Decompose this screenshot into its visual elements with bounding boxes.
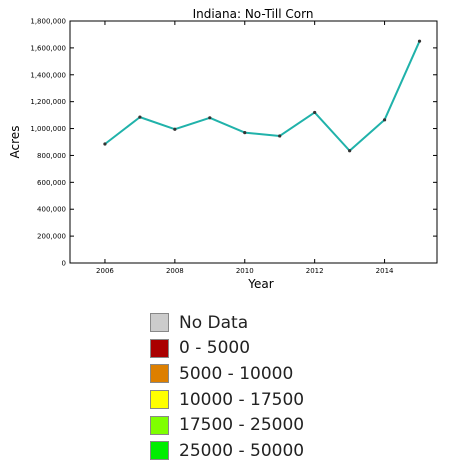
data-point: [417, 39, 422, 43]
data-point: [173, 127, 177, 131]
y-tick-label: 800,000: [37, 152, 66, 160]
y-tick-label: 1,600,000: [30, 44, 66, 52]
legend-swatch: [150, 338, 169, 358]
y-tick-label: 1,200,000: [30, 98, 66, 106]
legend-item-17500-25000: 17500 - 25000: [150, 412, 304, 438]
data-point: [382, 118, 387, 122]
legend-item-no-data: No Data: [150, 310, 304, 336]
y-tick-label: 1,000,000: [30, 125, 66, 133]
data-point: [278, 134, 282, 138]
data-point: [138, 115, 142, 119]
legend-item-5000-10000: 5000 - 10000: [150, 361, 304, 387]
data-point: [103, 142, 107, 146]
x-tick-label: 2014: [376, 267, 394, 275]
legend-label: 0 - 5000: [179, 338, 251, 359]
legend-swatch: [150, 313, 169, 333]
legend-label: 25000 - 50000: [179, 440, 305, 461]
legend-item-25000-50000: 25000 - 50000: [150, 438, 304, 464]
x-tick-label: 2012: [306, 267, 324, 275]
legend-swatch: [150, 415, 169, 435]
y-tick-label: 1,400,000: [30, 71, 66, 79]
legend-label: 10000 - 17500: [179, 389, 305, 410]
x-tick-label: 2006: [96, 267, 114, 275]
data-point: [208, 116, 212, 120]
legend-label: 17500 - 25000: [179, 415, 305, 436]
data-point: [348, 149, 352, 153]
y-tick-label: 400,000: [37, 206, 66, 214]
line-chart: Indiana: No-Till Corn 2006 2008 2010 2012 20…: [8, 7, 438, 291]
legend-item-0-5000: 0 - 5000: [150, 336, 304, 362]
series-layer: [103, 39, 422, 153]
plot-area: [69, 20, 438, 264]
y-axis: 0 200,000 400,000 600,000 800,000 1,000,000 1,…: [30, 18, 437, 268]
y-axis-label: Acres: [8, 126, 22, 159]
legend-label: 5000 - 10000: [179, 363, 294, 384]
legend-swatch: [150, 364, 169, 384]
y-tick-label: 600,000: [37, 179, 66, 187]
x-axis: 2006 2008 2010 2012 2014: [96, 21, 394, 275]
x-tick-label: 2010: [236, 267, 254, 275]
y-tick-label: 0: [62, 260, 66, 268]
x-tick-label: 2008: [166, 267, 184, 275]
chart-title: Indiana: No-Till Corn: [193, 7, 314, 21]
legend-label: No Data: [179, 312, 249, 333]
legend-swatch: [150, 441, 169, 461]
y-tick-label: 200,000: [37, 233, 66, 241]
series-line: [104, 40, 421, 152]
legend: No Data 0 - 5000 5000 - 10000 10000 - 17…: [150, 310, 304, 464]
data-point: [243, 130, 247, 135]
legend-item-10000-17500: 10000 - 17500: [150, 387, 304, 413]
legend-swatch: [150, 390, 169, 410]
x-axis-label: Year: [247, 277, 273, 291]
data-point: [313, 110, 317, 115]
y-tick-label: 1,800,000: [30, 18, 66, 26]
